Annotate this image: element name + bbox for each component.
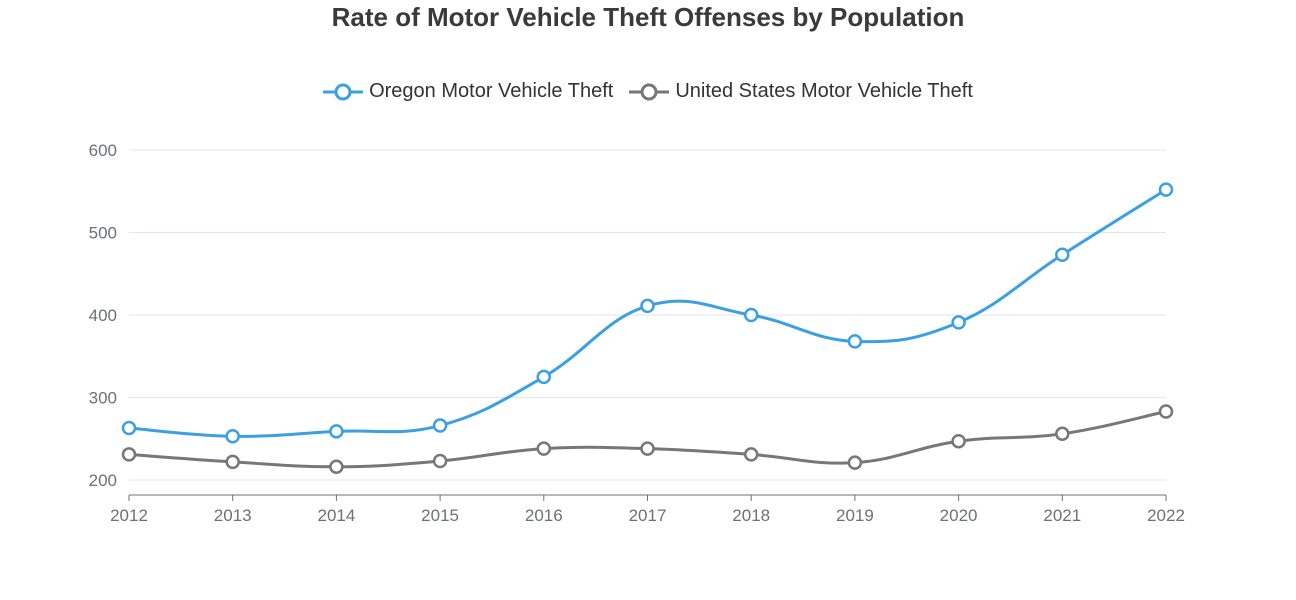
point-us-2021 [1055, 426, 1070, 442]
y-tick-label-300: 300 [89, 389, 117, 408]
point-oregon-2013 [225, 429, 240, 444]
x-tick-label-2016: 2016 [525, 506, 563, 525]
point-us-2016 [536, 441, 552, 456]
point-oregon-2017 [640, 298, 655, 314]
point-us-2020 [951, 433, 966, 449]
y-tick-label-200: 200 [89, 471, 117, 490]
point-us-2018 [743, 447, 759, 462]
x-tick-label-2018: 2018 [732, 506, 770, 525]
x-tick-label-2022: 2022 [1147, 506, 1185, 525]
x-tick-label-2012: 2012 [110, 506, 148, 525]
point-us-2022 [1158, 404, 1174, 419]
series-line-us [128, 410, 1167, 469]
point-oregon-2018 [743, 307, 759, 323]
legend-item-oregon[interactable]: Oregon Motor Vehicle Theft [323, 80, 613, 103]
point-us-2015 [432, 453, 448, 469]
point-oregon-2020 [951, 315, 966, 330]
x-tick-label-2021: 2021 [1043, 506, 1081, 525]
y-tick-label-500: 500 [89, 224, 117, 243]
x-tick-label-2020: 2020 [940, 506, 978, 525]
point-oregon-2015 [432, 418, 448, 433]
x-tick-label-2014: 2014 [317, 506, 355, 525]
x-tick-label-2017: 2017 [629, 506, 667, 525]
y-tick-label-400: 400 [89, 306, 117, 325]
legend-item-us[interactable]: United States Motor Vehicle Theft [629, 80, 973, 103]
chart-title: Rate of Motor Vehicle Theft Offenses by … [331, 2, 965, 32]
x-tick-label-2019: 2019 [836, 506, 874, 525]
point-oregon-2021 [1055, 247, 1070, 263]
y-tick-label-600: 600 [89, 141, 117, 160]
legend-label-us: United States Motor Vehicle Theft [675, 80, 973, 102]
point-us-2019 [847, 455, 863, 470]
point-us-2013 [225, 454, 240, 470]
point-oregon-2014 [329, 424, 344, 439]
legend-label-oregon: Oregon Motor Vehicle Theft [369, 80, 614, 102]
point-us-2014 [329, 459, 344, 475]
legend-swatch-oregon [323, 83, 364, 100]
x-tick-label-2013: 2013 [214, 506, 252, 525]
point-oregon-2012 [121, 420, 137, 436]
point-oregon-2019 [847, 334, 863, 349]
legend: Oregon Motor Vehicle Theft United States… [0, 80, 1296, 103]
point-oregon-2016 [536, 369, 552, 385]
point-us-2017 [640, 441, 655, 456]
x-tick-label-2015: 2015 [421, 506, 459, 525]
point-oregon-2022 [1158, 182, 1174, 197]
point-us-2012 [121, 447, 137, 462]
legend-swatch-us [629, 83, 670, 100]
